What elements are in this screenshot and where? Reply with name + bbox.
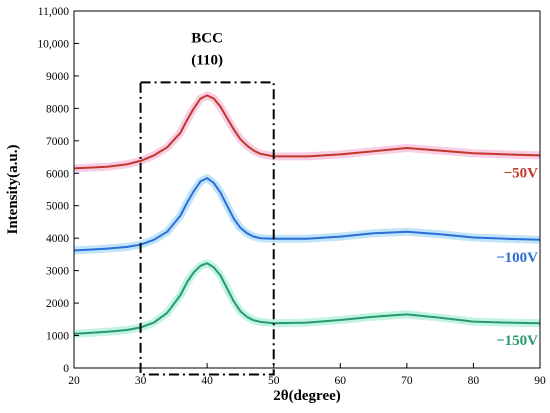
x-tick-label: 20 (68, 375, 80, 387)
bcc-peak-box (139, 81, 275, 376)
y-tick-label: 3000 (46, 266, 69, 278)
y-tick-label: 4000 (46, 233, 69, 245)
y-tick-label: 9000 (46, 71, 69, 83)
series-line (73, 262, 541, 335)
x-tick-label: 70 (401, 375, 413, 387)
miller-index-label: (110) (191, 52, 223, 68)
y-tick-label: 10,000 (37, 38, 69, 50)
series-layer (73, 94, 541, 335)
series-glow-layer (73, 91, 541, 338)
bcc-label: BCC (191, 30, 223, 46)
y-axis-title: Intensity(a.u.) (5, 144, 21, 234)
y-tick-label: 0 (63, 363, 69, 375)
x-tick-label: 50 (268, 375, 280, 387)
x-tick-label: 60 (335, 375, 347, 387)
series-label: −150V (496, 333, 538, 349)
y-tick-label: 7000 (46, 136, 69, 148)
y-tick-label: 5000 (46, 201, 69, 213)
x-axis: 20 30 40 50 60 70 80 90 (68, 363, 546, 387)
plot-frame (73, 10, 541, 369)
series-labels: −50V −100V −150V (496, 165, 538, 349)
series-label: −100V (496, 250, 538, 266)
series-label: −50V (504, 165, 539, 181)
x-tick-label: 30 (135, 375, 147, 387)
x-tick-label: 40 (201, 375, 213, 387)
series-line (73, 177, 541, 252)
y-axis: 0 1000 2000 3000 4000 5000 6000 7000 8000 9000 10,… (37, 6, 79, 375)
series-glow (73, 91, 541, 173)
y-tick-label: 1000 (46, 331, 69, 343)
y-tick-label: 11,000 (38, 6, 69, 18)
x-tick-label: 80 (468, 375, 480, 387)
y-tick-label: 2000 (46, 298, 69, 310)
x-tick-label: 90 (534, 375, 546, 387)
y-tick-label: 8000 (46, 103, 69, 115)
x-axis-title: 2θ(degree) (273, 388, 341, 404)
series-line (73, 94, 541, 170)
y-tick-label: 6000 (46, 168, 69, 180)
